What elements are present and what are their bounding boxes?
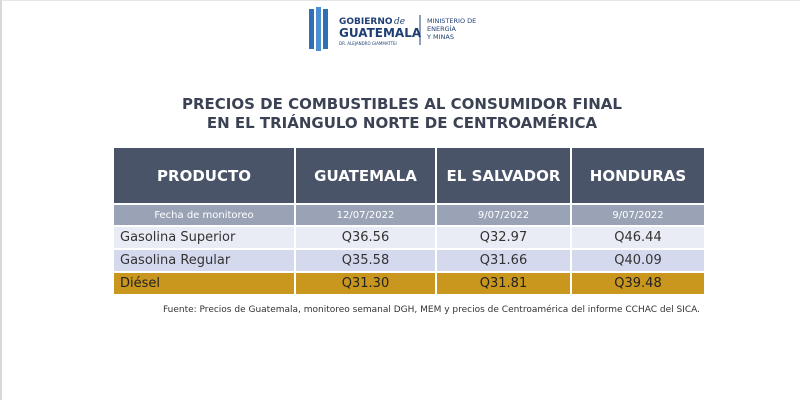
ministry-line: MINISTERIO DE xyxy=(427,17,476,25)
table-row: Gasolina Regular Q35.58 Q31.66 Q40.09 xyxy=(114,250,704,271)
cell: Q40.09 xyxy=(572,250,704,271)
ministry-line: ENERGÍA xyxy=(427,24,457,33)
logo-stripe xyxy=(316,7,321,51)
title-line: EN EL TRIÁNGULO NORTE DE CENTROAMÉRICA xyxy=(206,114,598,132)
cell: Q31.66 xyxy=(437,250,570,271)
cell: 12/07/2022 xyxy=(296,205,435,225)
price-table: PRODUCTO GUATEMALA EL SALVADOR HONDURAS Fech… xyxy=(112,146,706,296)
source-note: Fuente: Precios de Guatemala, monitoreo … xyxy=(162,305,700,315)
logo-sub: DR. ALEJANDRO GIAMMATTEI xyxy=(339,41,397,46)
cell: Q31.30 xyxy=(296,273,435,294)
table-row: PRODUCTO GUATEMALA EL SALVADOR HONDURAS xyxy=(114,148,704,203)
ministry-line: Y MINAS xyxy=(426,33,454,41)
table-row: Fecha de monitoreo 12/07/2022 9/07/2022 9/0… xyxy=(114,205,704,225)
cell: Q39.48 xyxy=(572,273,704,294)
logo-line1: GOBIERNO xyxy=(339,17,393,27)
title-line: PRECIOS DE COMBUSTIBLES AL CONSUMIDOR FI… xyxy=(182,95,622,113)
logo-stripe xyxy=(323,9,328,49)
row-label: Diésel xyxy=(114,273,294,294)
logo-script: de xyxy=(394,17,405,27)
cell: Q36.56 xyxy=(296,227,435,248)
table-row: Gasolina Superior Q36.56 Q32.97 Q46.44 xyxy=(114,227,704,248)
table-row: Diésel Q31.30 Q31.81 Q39.48 xyxy=(114,273,704,294)
title: PRECIOS DE COMBUSTIBLES AL CONSUMIDOR FI… xyxy=(2,95,800,133)
cell: Q35.58 xyxy=(296,250,435,271)
logo: GOBIERNO de GUATEMALA DR. ALEJANDRO GIAM… xyxy=(309,7,476,51)
logo-line2: GUATEMALA xyxy=(339,26,422,40)
cell: 9/07/2022 xyxy=(572,205,704,225)
cell: Q31.81 xyxy=(437,273,570,294)
logo-stripe xyxy=(309,9,314,49)
cell: GUATEMALA xyxy=(296,148,435,203)
row-label: Fecha de monitoreo xyxy=(114,205,294,225)
row-label: PRODUCTO xyxy=(114,148,294,203)
cell: Q46.44 xyxy=(572,227,704,248)
cell: EL SALVADOR xyxy=(437,148,570,203)
cell: 9/07/2022 xyxy=(437,205,570,225)
row-label: Gasolina Superior xyxy=(114,227,294,248)
cell: HONDURAS xyxy=(572,148,704,203)
row-label: Gasolina Regular xyxy=(114,250,294,271)
cell: Q32.97 xyxy=(437,227,570,248)
